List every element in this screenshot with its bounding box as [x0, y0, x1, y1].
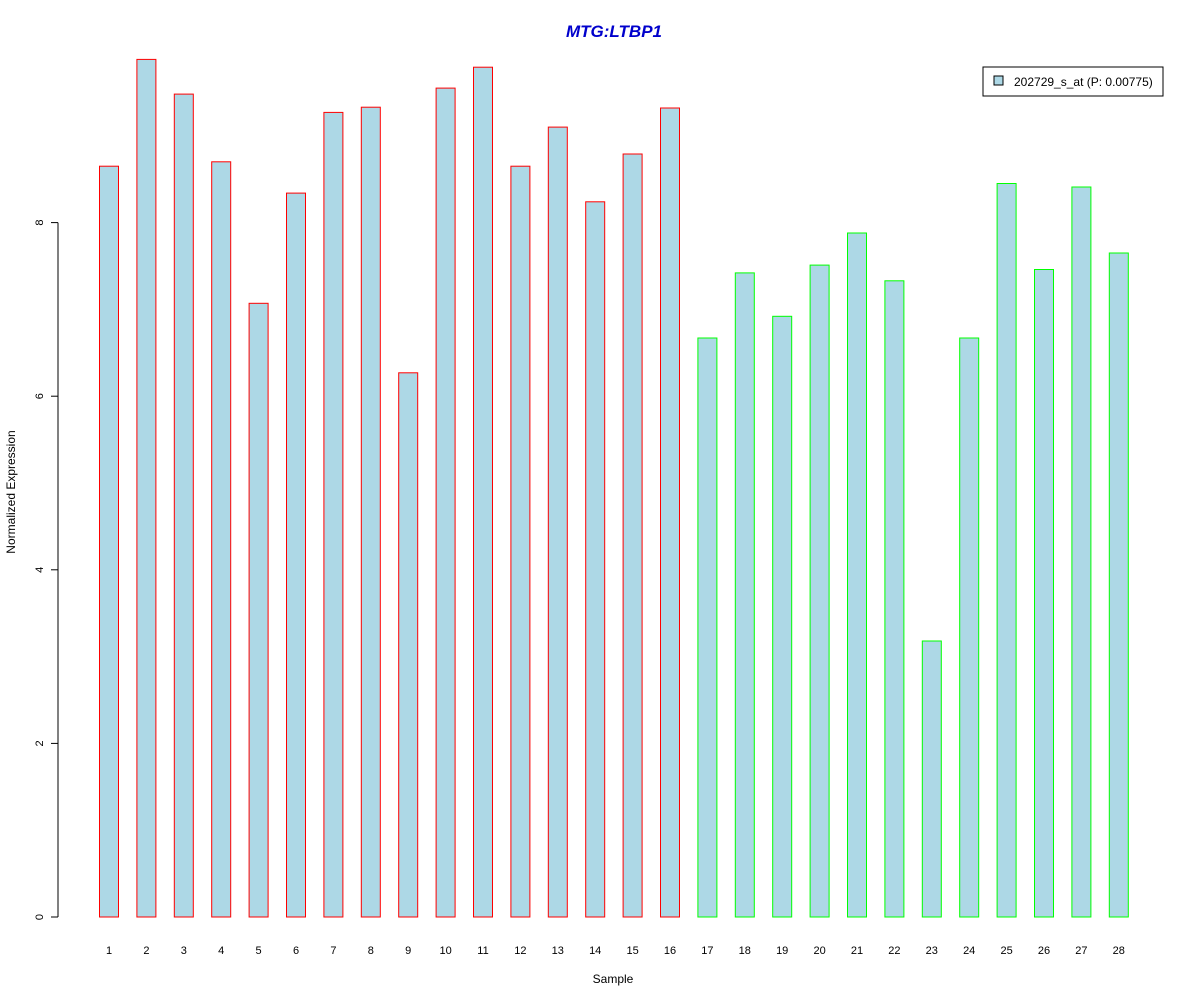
- x-tick-label: 16: [664, 945, 676, 957]
- x-tick-label: 2: [143, 945, 149, 957]
- legend-swatch: [993, 75, 1004, 86]
- x-tick-label: 26: [1038, 945, 1050, 957]
- bar-sample-6: [286, 192, 306, 918]
- bar-sample-19: [772, 315, 793, 918]
- x-tick-label: 12: [514, 945, 526, 957]
- y-axis-label: Normalized Expression: [4, 430, 18, 553]
- bar-sample-2: [136, 58, 157, 918]
- x-tick-labels: 1 2 3 4 5 6 7 8 9 10 11 12 13 14 15 16 17 18 19 20 21 22 23 24 2…: [106, 945, 1125, 957]
- legend-entry: 202729_s_at (P: 0.00775): [1014, 75, 1153, 89]
- bar-sample-10: [435, 87, 456, 918]
- bar-sample-23: [921, 640, 942, 918]
- bar-sample-25: [996, 183, 1017, 918]
- x-tick-label: 20: [813, 945, 825, 957]
- x-tick-label: 13: [552, 945, 564, 957]
- x-tick-label: 14: [589, 945, 601, 957]
- bar-sample-24: [959, 337, 980, 918]
- bar-sample-28: [1108, 252, 1129, 918]
- bar-sample-27: [1071, 186, 1092, 918]
- bar-sample-22: [884, 280, 905, 918]
- bar-sample-5: [248, 302, 269, 918]
- bar-sample-12: [510, 165, 531, 918]
- bar-sample-11: [473, 66, 493, 918]
- y-tick-label: 8: [34, 220, 46, 226]
- y-tick-label: 4: [34, 567, 46, 573]
- x-tick-label: 25: [1000, 945, 1012, 957]
- x-tick-label: 8: [368, 945, 374, 957]
- x-tick-label: 5: [256, 945, 262, 957]
- bar-sample-20: [809, 264, 830, 918]
- bar-sample-17: [697, 337, 718, 918]
- chart-title: MTG:LTBP1: [566, 22, 662, 41]
- legend-box: [982, 66, 1164, 97]
- x-tick-label: 17: [701, 945, 713, 957]
- x-tick-label: 4: [218, 945, 224, 957]
- x-tick-label: 3: [181, 945, 187, 957]
- y-axis: 0 2 4 6 8: [34, 220, 59, 920]
- x-tick-label: 6: [293, 945, 299, 957]
- y-tick-label: 6: [34, 393, 46, 399]
- bar-sample-26: [1034, 269, 1054, 918]
- x-tick-label: 7: [330, 945, 336, 957]
- bar-sample-18: [734, 272, 755, 918]
- bar-sample-16: [660, 107, 680, 918]
- bar-sample-14: [585, 201, 606, 918]
- y-tick-label: 0: [34, 914, 46, 920]
- x-tick-label: 28: [1113, 945, 1125, 957]
- bar-sample-1: [99, 165, 119, 918]
- bar-sample-4: [211, 161, 232, 918]
- legend: 202729_s_at (P: 0.00775): [982, 66, 1164, 97]
- bar-sample-21: [847, 232, 867, 918]
- x-tick-label: 22: [888, 945, 900, 957]
- bar-sample-9: [398, 372, 419, 918]
- x-tick-label: 23: [926, 945, 938, 957]
- bars-group: [99, 58, 1129, 918]
- x-tick-label: 11: [477, 945, 488, 957]
- x-tick-label: 21: [851, 945, 863, 957]
- bar-sample-8: [360, 106, 381, 918]
- bar-sample-7: [323, 111, 344, 918]
- x-axis-label: Sample: [593, 972, 634, 986]
- x-tick-label: 1: [106, 945, 112, 957]
- x-tick-label: 10: [439, 945, 451, 957]
- x-tick-label: 9: [405, 945, 411, 957]
- x-tick-label: 19: [776, 945, 788, 957]
- bar-sample-13: [547, 126, 568, 918]
- bar-sample-3: [173, 93, 194, 918]
- x-tick-label: 27: [1075, 945, 1087, 957]
- x-tick-label: 15: [626, 945, 638, 957]
- y-tick-label: 2: [34, 740, 46, 746]
- x-tick-label: 18: [739, 945, 751, 957]
- x-tick-label: 24: [963, 945, 975, 957]
- bar-sample-15: [622, 153, 643, 918]
